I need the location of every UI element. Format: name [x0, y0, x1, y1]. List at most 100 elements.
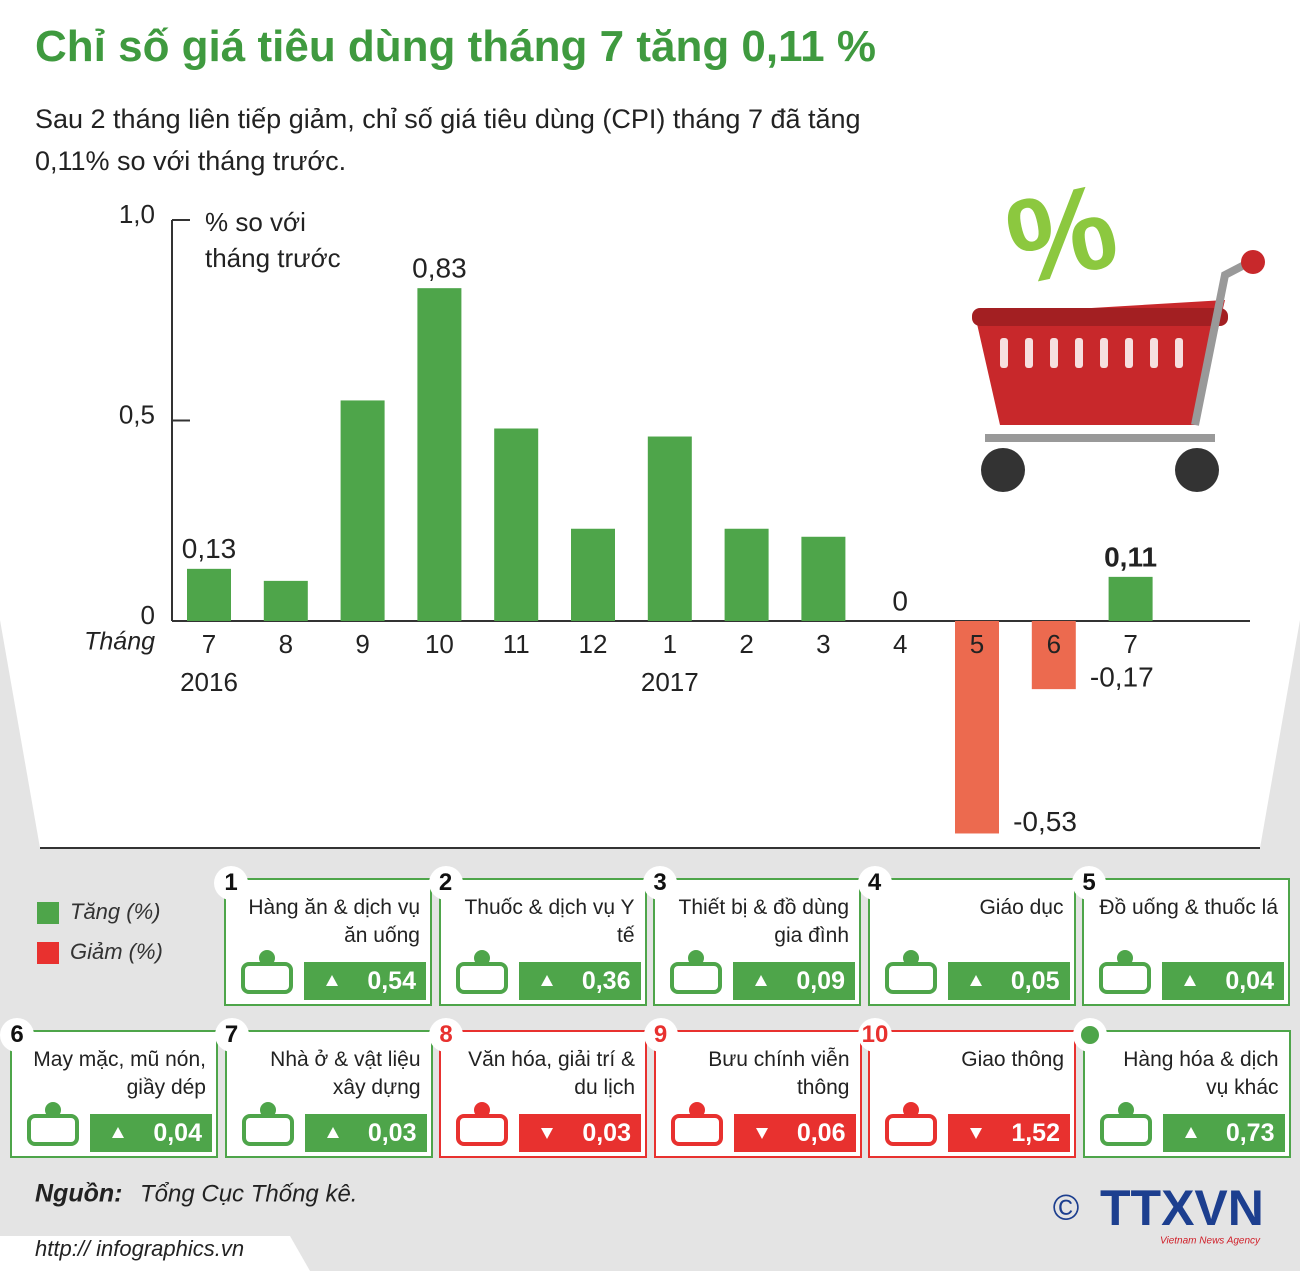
- cart-grip: [1241, 250, 1265, 274]
- direction-arrow: [1184, 975, 1196, 986]
- bar: [1031, 620, 1076, 690]
- group-icon: [241, 950, 293, 994]
- icon-shape: [1117, 1102, 1134, 1118]
- bar: [187, 568, 231, 621]
- group-card: 1 Hàng ăn & dịch vụ ăn uống 0,54: [214, 866, 432, 1006]
- group-icon: [241, 1102, 294, 1146]
- x-tick-label: 9: [355, 629, 369, 659]
- group-value-text: 0,73: [1225, 1119, 1275, 1147]
- group-value-text: 0,04: [1225, 967, 1274, 995]
- direction-arrow: [112, 1127, 124, 1138]
- group-name: Đồ uống & thuốc lá: [1099, 896, 1278, 919]
- group-value-text: 0,03: [367, 1119, 417, 1147]
- group-value: 0,05: [947, 962, 1070, 1000]
- group-card: 4 Giáo dục 0,05: [857, 866, 1076, 1006]
- legend-label: Giảm (%): [70, 939, 163, 964]
- group-value-text: 0,54: [367, 967, 416, 995]
- cart-rim: [972, 308, 1228, 326]
- bar: [1108, 576, 1153, 621]
- icon-shape: [670, 1114, 723, 1146]
- arrow: [970, 1128, 982, 1139]
- y-tick-label: 1,0: [119, 199, 155, 229]
- group-value: 0,06: [733, 1114, 856, 1152]
- title: Chỉ số giá tiêu dùng tháng 7 tăng 0,11 %: [35, 22, 876, 71]
- icon-shape: [241, 1114, 294, 1146]
- group-value: 0,04: [1162, 962, 1284, 1000]
- direction-arrow: [540, 975, 553, 986]
- cart-illustration: %: [972, 158, 1265, 492]
- value-label: 0: [892, 585, 908, 616]
- icon-shape: [455, 962, 508, 994]
- icon-shape: [473, 950, 490, 966]
- group-value: 1,52: [948, 1114, 1070, 1152]
- group-name: May mặc, mũ nón, giầy dép: [33, 1048, 206, 1099]
- bar: [494, 428, 539, 621]
- value-label: 0,11: [1104, 541, 1157, 572]
- legend-swatch: [37, 942, 59, 964]
- icon-shape: [670, 962, 722, 994]
- icon-shape: [688, 950, 704, 966]
- group-name: Giao thông: [961, 1048, 1064, 1071]
- direction-arrow: [969, 975, 982, 986]
- cart-wheel: [981, 448, 1025, 492]
- url-strip: [0, 1236, 310, 1271]
- arrow: [112, 1127, 124, 1138]
- bar: [801, 536, 846, 621]
- group-icon: [670, 950, 722, 994]
- x-tick-label: 7: [202, 629, 216, 659]
- bar: [724, 528, 769, 621]
- arrow: [326, 975, 338, 986]
- group-icon: [27, 1102, 79, 1146]
- group-number: 8: [429, 1018, 463, 1052]
- group-icon: [885, 1102, 937, 1146]
- x-tick-label: 8: [279, 629, 293, 659]
- group-number: 9: [643, 1018, 678, 1052]
- group-number: 4: [857, 866, 892, 900]
- group-value-text: 0,09: [796, 967, 845, 995]
- bar: [417, 288, 462, 621]
- x-tick-label: 3: [816, 629, 830, 659]
- direction-arrow: [326, 975, 338, 986]
- group-name: Thiết bị & đồ dùng gia đình: [678, 896, 849, 947]
- group-value: 0,73: [1162, 1114, 1285, 1152]
- group-number: [1072, 1018, 1107, 1052]
- group-dot: [1080, 1026, 1099, 1044]
- value-label: 0,13: [182, 533, 237, 564]
- group-value-text: 0,06: [796, 1119, 846, 1147]
- year-label: 2016: [180, 667, 238, 697]
- value-label: -0,17: [1090, 662, 1154, 693]
- icon-shape: [1117, 950, 1133, 966]
- arrow: [969, 975, 982, 986]
- agency: Vietnam News Agency: [1160, 1236, 1261, 1247]
- group-name: Hàng hóa & dịch vụ khác: [1123, 1048, 1279, 1099]
- x-tick-label: 7: [1123, 629, 1137, 659]
- group-number: 1: [214, 866, 248, 900]
- group-icon: [456, 1102, 508, 1146]
- icon-shape: [902, 950, 919, 966]
- group-card: 5 Đồ uống & thuốc lá 0,04: [1072, 866, 1290, 1006]
- group-icon: [1099, 1102, 1152, 1146]
- y-tick-label: 0,5: [119, 399, 155, 429]
- group-name: Thuốc & dịch vụ Y tế: [464, 896, 635, 947]
- group-number: 7: [214, 1018, 249, 1052]
- group-card: 7 Nhà ở & vật liệu xây dựng 0,03: [214, 1018, 433, 1158]
- group-name: Bưu chính viễn thông: [708, 1048, 850, 1099]
- group-value: 0,03: [519, 1114, 641, 1152]
- icon-shape: [45, 1102, 61, 1118]
- group-name: Văn hóa, giải trí & du lịch: [468, 1048, 635, 1099]
- group-icon: [884, 950, 937, 994]
- group-number: 2: [428, 866, 463, 900]
- group-card: 8 Văn hóa, giải trí & du lịch 0,03: [429, 1018, 647, 1158]
- icon-shape: [1099, 1114, 1152, 1146]
- value-label: -0,53: [1013, 806, 1077, 837]
- group-value: 0,04: [90, 1114, 212, 1152]
- cart-wheel: [1175, 448, 1219, 492]
- group-card: 10 Giao thông 1,52: [858, 1018, 1076, 1158]
- direction-arrow: [541, 1128, 553, 1139]
- x-tick-label: 1: [663, 629, 677, 659]
- x-tick-label: 10: [425, 629, 454, 659]
- icon-shape: [885, 1114, 937, 1146]
- arrow: [540, 975, 553, 986]
- percent-icon: %: [996, 158, 1128, 311]
